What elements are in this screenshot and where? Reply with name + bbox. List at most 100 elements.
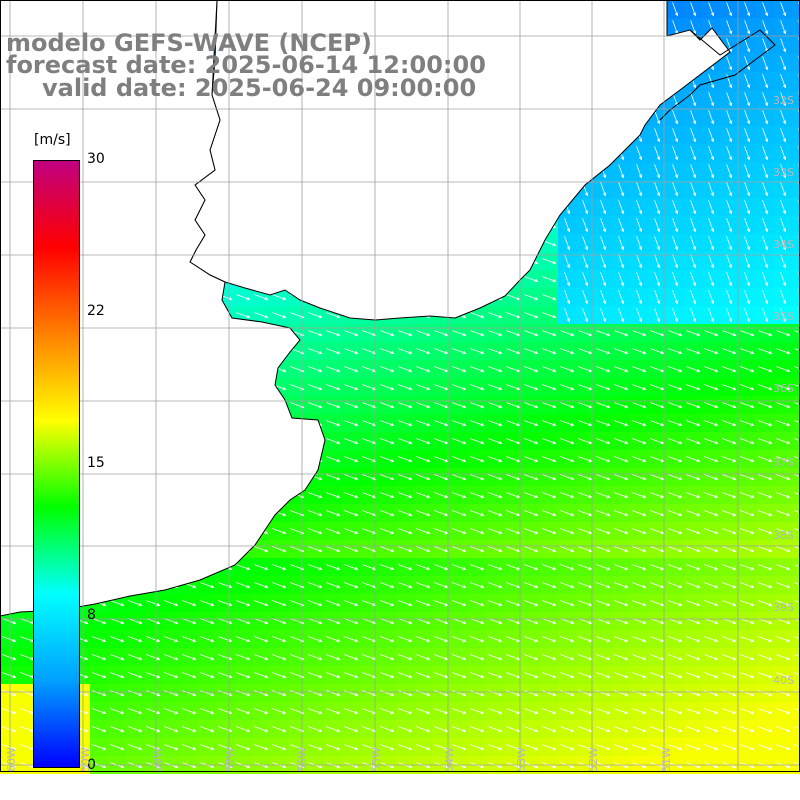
wind-arrow bbox=[2, 744, 17, 751]
wind-arrow bbox=[794, 636, 800, 640]
wind-arrow bbox=[488, 492, 503, 499]
wind-arrow bbox=[636, 164, 643, 179]
wind-arrow bbox=[632, 618, 647, 625]
wind-arrow bbox=[740, 348, 755, 355]
wind-arrow bbox=[344, 384, 359, 391]
wind-arrow bbox=[744, 128, 751, 143]
wind-arrow bbox=[326, 546, 341, 553]
wind-arrow bbox=[636, 218, 643, 233]
wind-arrow bbox=[326, 690, 341, 697]
wind-arrow bbox=[542, 510, 557, 517]
wind-arrow bbox=[524, 690, 539, 697]
wind-arrow bbox=[690, 218, 697, 233]
wind-arrow bbox=[686, 636, 701, 643]
wind-arrow bbox=[762, 308, 769, 323]
wind-arrow bbox=[542, 366, 557, 373]
wind-arrow bbox=[740, 474, 755, 481]
wind-arrow bbox=[560, 492, 575, 499]
wind-arrow bbox=[654, 182, 661, 197]
wind-arrow bbox=[542, 384, 557, 391]
wind-arrow bbox=[672, 218, 679, 233]
wind-arrow bbox=[762, 290, 769, 305]
wind-arrow bbox=[452, 438, 467, 445]
wind-arrow bbox=[470, 366, 485, 373]
wind-arrow bbox=[632, 546, 647, 553]
wind-arrow bbox=[542, 348, 557, 355]
wind-arrow bbox=[686, 708, 701, 715]
wind-arrow bbox=[596, 474, 611, 481]
wind-arrow bbox=[416, 582, 431, 589]
wind-arrow bbox=[596, 546, 611, 553]
wind-arrow bbox=[564, 308, 571, 323]
wind-arrow bbox=[780, 236, 787, 251]
wind-arrow bbox=[326, 420, 341, 427]
wind-arrow bbox=[326, 474, 341, 481]
wind-arrow bbox=[542, 546, 557, 553]
wind-arrow bbox=[200, 618, 215, 625]
wind-arrow bbox=[776, 438, 791, 445]
wind-arrow bbox=[164, 600, 179, 607]
wind-arrow bbox=[780, 200, 787, 215]
wind-arrow bbox=[236, 654, 251, 661]
wind-arrow bbox=[596, 420, 611, 427]
wind-arrow bbox=[344, 546, 359, 553]
wind-arrow bbox=[794, 366, 800, 370]
wind-arrow bbox=[110, 708, 125, 715]
wind-arrow bbox=[722, 708, 737, 715]
wind-arrow bbox=[582, 200, 589, 215]
wind-arrow bbox=[686, 366, 701, 373]
wind-arrow bbox=[254, 726, 269, 733]
wind-arrow bbox=[758, 690, 773, 697]
wind-arrow bbox=[344, 456, 359, 463]
wind-arrow bbox=[488, 564, 503, 571]
wind-arrow bbox=[654, 236, 661, 251]
wind-arrow bbox=[488, 582, 503, 589]
wind-arrow bbox=[182, 744, 197, 751]
wind-arrow bbox=[110, 744, 125, 751]
wind-arrow bbox=[524, 384, 539, 391]
wind-arrow bbox=[182, 672, 197, 679]
wind-arrow bbox=[164, 618, 179, 625]
wind-arrow bbox=[164, 672, 179, 679]
wind-arrow bbox=[488, 618, 503, 625]
wind-arrow bbox=[618, 290, 625, 305]
wind-arrow bbox=[92, 618, 107, 625]
wind-arrow bbox=[636, 290, 643, 305]
wind-arrow bbox=[398, 744, 413, 751]
wind-arrow bbox=[272, 312, 287, 319]
wind-arrow bbox=[542, 618, 557, 625]
wind-arrow bbox=[668, 654, 683, 661]
wind-arrow bbox=[686, 510, 701, 517]
wind-arrow bbox=[470, 420, 485, 427]
wind-arrow bbox=[542, 492, 557, 499]
wind-cell bbox=[792, 180, 800, 198]
wind-arrow bbox=[380, 636, 395, 643]
wind-arrow bbox=[794, 708, 800, 712]
wind-arrow bbox=[744, 110, 751, 125]
wind-arrow bbox=[110, 690, 125, 697]
wind-arrow bbox=[614, 474, 629, 481]
wind-arrow bbox=[308, 636, 323, 643]
wind-arrow bbox=[326, 438, 341, 445]
wind-arrow bbox=[614, 438, 629, 445]
wind-arrow bbox=[740, 582, 755, 589]
lon-label: 58W bbox=[151, 747, 164, 772]
wind-arrow bbox=[308, 366, 323, 373]
wind-arrow bbox=[362, 582, 377, 589]
wind-arrow bbox=[488, 726, 503, 733]
wind-arrow bbox=[308, 618, 323, 625]
wind-arrow bbox=[344, 744, 359, 751]
wind-arrow bbox=[2, 618, 17, 625]
wind-arrow bbox=[362, 708, 377, 715]
wind-arrow bbox=[470, 528, 485, 535]
wind-arrow bbox=[560, 456, 575, 463]
wind-arrow bbox=[582, 290, 589, 305]
wind-arrow bbox=[560, 438, 575, 445]
wind-arrow bbox=[542, 600, 557, 607]
wind-arrow bbox=[524, 438, 539, 445]
wind-arrow bbox=[596, 402, 611, 409]
wind-arrow bbox=[668, 384, 683, 391]
wind-cell bbox=[792, 126, 800, 144]
wind-arrow bbox=[668, 474, 683, 481]
wind-arrow bbox=[326, 348, 341, 355]
